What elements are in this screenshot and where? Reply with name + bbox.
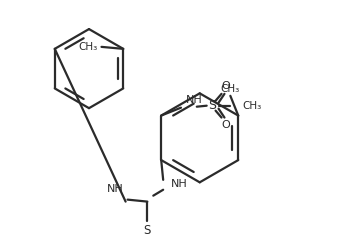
Text: NH: NH bbox=[186, 95, 203, 105]
Text: O: O bbox=[221, 121, 230, 130]
Text: NH: NH bbox=[171, 179, 188, 189]
Text: S: S bbox=[144, 224, 151, 237]
Text: NH: NH bbox=[107, 184, 124, 194]
Text: S: S bbox=[209, 99, 216, 112]
Text: O: O bbox=[221, 81, 230, 91]
Text: CH₃: CH₃ bbox=[221, 84, 240, 94]
Text: CH₃: CH₃ bbox=[78, 42, 98, 52]
Text: CH₃: CH₃ bbox=[242, 101, 262, 111]
